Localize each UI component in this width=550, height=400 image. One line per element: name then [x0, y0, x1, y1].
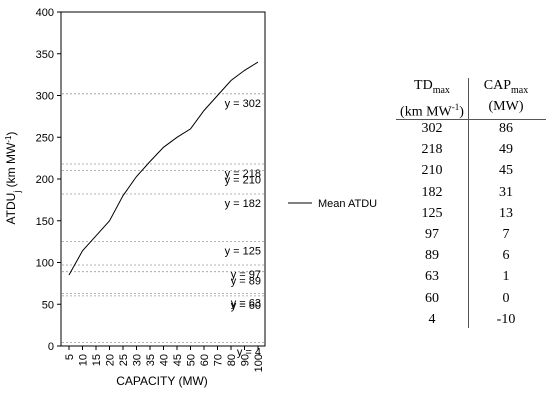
table-cell-td: 60	[425, 290, 439, 306]
reference-label: y = 63	[231, 297, 261, 309]
x-tick-label: 25	[118, 354, 130, 366]
x-tick-label: 30	[132, 354, 144, 366]
table-cell-td: 125	[421, 205, 443, 221]
table-cell-td: 302	[421, 121, 443, 136]
table-cell-td: 89	[425, 248, 439, 264]
reference-label: y = 89	[231, 276, 261, 288]
y-tick-label: 350	[36, 49, 54, 61]
y-tick-label: 0	[48, 341, 54, 353]
reference-label: y = 60	[231, 300, 261, 312]
axes: 0 50 100 150 200 250 300 350 400 5 10 15 20 25 30 35 40 4…	[36, 7, 266, 372]
x-tick-label: 10	[78, 354, 90, 366]
y-tick-label: 400	[36, 7, 54, 19]
legend: Mean ATDU	[288, 198, 377, 210]
table-cell-cap: 45	[499, 163, 513, 179]
table-column-divider	[468, 78, 469, 328]
table-cell-cap: 49	[499, 142, 513, 158]
table-cell-td: 182	[421, 184, 443, 200]
reference-label: y = 125	[225, 246, 261, 258]
x-tick-label: 100	[253, 354, 265, 372]
x-tick-label: 45	[172, 354, 184, 366]
table-column-cap: CAPmax (MW) 86 49 45 31 13 7 6 1 0 -10	[470, 78, 542, 330]
x-tick-label: 15	[91, 354, 103, 366]
series-line-mean-atdu	[68, 61, 259, 276]
table-cell-cap: 0	[502, 290, 510, 306]
x-tick-label: 35	[145, 354, 157, 366]
table-cell-cap: -10	[496, 311, 516, 327]
y-tick-label: 150	[36, 216, 54, 228]
y-tick-label: 50	[42, 299, 54, 311]
y-tick-label: 200	[36, 174, 54, 186]
table-cell-cap: 86	[499, 121, 513, 136]
x-tick-label: 5	[64, 354, 76, 360]
reference-label: y = 4	[237, 347, 261, 359]
x-tick-label: 20	[105, 354, 117, 366]
x-tick-label: 90	[240, 354, 252, 366]
x-axis-title: CAPACITY (MW)	[116, 374, 208, 388]
table-cell-cap: 1	[502, 269, 510, 285]
table-cell-td: 4	[428, 311, 436, 327]
x-tick-label: 60	[199, 354, 211, 366]
x-tick-label: 70	[213, 354, 225, 366]
reference-label: y = 182	[225, 198, 261, 210]
reference-label: y = 302	[225, 98, 261, 110]
reference-label: y = 97	[231, 269, 261, 281]
table-cell-td: 97	[425, 226, 439, 242]
x-tick-label: 40	[159, 354, 171, 366]
table-cell-td: 210	[421, 163, 443, 179]
table-cell-cap: 13	[499, 205, 513, 221]
y-tick-label: 250	[36, 132, 54, 144]
table-cell-td: 63	[425, 269, 439, 285]
y-tick-label: 100	[36, 258, 54, 270]
x-tick-label: 80	[226, 354, 238, 366]
reference-label: y = 210	[225, 175, 261, 187]
table-column-td: TDmax (km MW-1) 302 218 210 182 125 97 89 63 60 4	[396, 78, 468, 330]
table-header-divider	[396, 119, 546, 120]
table-cell-td: 218	[421, 142, 443, 158]
series-group	[68, 61, 259, 276]
y-tick-label: 300	[36, 91, 54, 103]
table-cell-cap: 31	[499, 184, 513, 200]
table-header-td: TDmax (km MW-1)	[400, 78, 464, 120]
y-axis-title: ATDUj (km MW-1)	[4, 132, 23, 225]
table-cell-cap: 6	[502, 248, 510, 264]
legend-label: Mean ATDU	[318, 198, 377, 210]
x-tick-label: 50	[186, 354, 198, 366]
table-cell-cap: 7	[502, 226, 510, 242]
table-header-cap: CAPmax (MW)	[483, 78, 529, 114]
